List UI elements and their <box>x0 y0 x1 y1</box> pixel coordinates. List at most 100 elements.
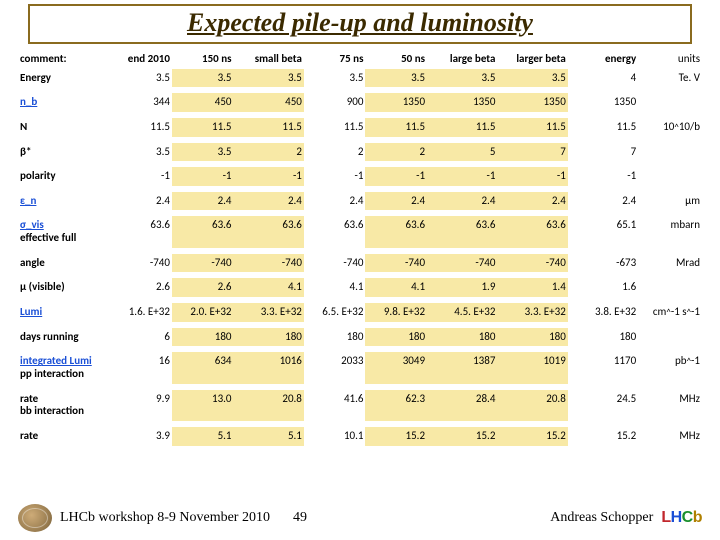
cell-value: 65.1 <box>568 216 638 247</box>
cell-value: 2.4 <box>497 192 567 211</box>
cell-value: -740 <box>365 254 427 273</box>
cell-value: 20.8 <box>234 390 304 421</box>
lhcb-logo-icon: LHCb <box>661 509 702 527</box>
cell-value: 13.0 <box>172 390 234 421</box>
cell-value: 15.2 <box>365 427 427 446</box>
col-75ns: 75 ns <box>304 50 366 69</box>
cell-value: 9.9 <box>110 390 172 421</box>
col-largebeta: large beta <box>427 50 497 69</box>
cell-value: 11.5 <box>234 118 304 137</box>
cell-unit: Te. V <box>638 69 702 88</box>
cell-value: 10.1 <box>304 427 366 446</box>
cell-value: 180 <box>365 328 427 347</box>
cell-value: 3.5 <box>427 69 497 88</box>
cell-unit: µm <box>638 192 702 211</box>
cell-value: 11.5 <box>497 118 567 137</box>
table-row: Lumi1.6. E+322.0. E+323.3. E+326.5. E+32… <box>18 303 702 322</box>
footer-page-number: 49 <box>293 510 307 526</box>
cell-unit: pb^-1 <box>638 352 702 383</box>
cell-value: 11.5 <box>304 118 366 137</box>
cell-value: -740 <box>304 254 366 273</box>
table-row: integrated Lumipp interaction16634101620… <box>18 352 702 383</box>
footer-author: Andreas Schopper <box>550 510 653 526</box>
cell-value: 3.5 <box>110 143 172 162</box>
cell-value: 3049 <box>365 352 427 383</box>
row-label: angle <box>18 254 110 273</box>
spacer-row <box>18 446 702 452</box>
cell-value: 180 <box>568 328 638 347</box>
footer: LHCb workshop 8-9 November 2010 49 Andre… <box>0 504 720 532</box>
cell-unit: MHz <box>638 390 702 421</box>
cell-value: 450 <box>234 93 304 112</box>
footer-left-text: LHCb workshop 8-9 November 2010 <box>60 510 270 526</box>
cell-value: -740 <box>234 254 304 273</box>
cell-value: 7 <box>497 143 567 162</box>
cell-value: 15.2 <box>568 427 638 446</box>
table-body: Energy3.53.53.53.53.53.53.54Te. Vn_b3444… <box>18 69 702 452</box>
cell-value: 634 <box>172 352 234 383</box>
cell-value: 1170 <box>568 352 638 383</box>
cell-value: 63.6 <box>172 216 234 247</box>
cell-value: 900 <box>304 93 366 112</box>
cell-value: 11.5 <box>568 118 638 137</box>
cell-value: 5 <box>427 143 497 162</box>
cell-value: 3.3. E+32 <box>497 303 567 322</box>
cell-unit: 10^10/b <box>638 118 702 137</box>
col-energy: energy <box>568 50 638 69</box>
cell-value: 2 <box>234 143 304 162</box>
col-150ns: 150 ns <box>172 50 234 69</box>
cell-value: 180 <box>304 328 366 347</box>
row-label: polarity <box>18 167 110 186</box>
row-label: µ (visible) <box>18 278 110 297</box>
cell-value: 180 <box>427 328 497 347</box>
footer-left: LHCb workshop 8-9 November 2010 49 <box>18 504 307 532</box>
table-row: β*3.53.5222577 <box>18 143 702 162</box>
table-row: angle-740-740-740-740-740-740-740-673Mra… <box>18 254 702 273</box>
cell-value: 63.6 <box>427 216 497 247</box>
table-row: N11.511.511.511.511.511.511.511.510^10/b <box>18 118 702 137</box>
cell-value: 2.6 <box>172 278 234 297</box>
cell-value: 11.5 <box>110 118 172 137</box>
cell-value: 1.9 <box>427 278 497 297</box>
cell-unit: MHz <box>638 427 702 446</box>
cell-value: 63.6 <box>234 216 304 247</box>
cell-value: -1 <box>568 167 638 186</box>
cell-value: -1 <box>427 167 497 186</box>
cell-value: 2.4 <box>172 192 234 211</box>
cell-value: 2.0. E+32 <box>172 303 234 322</box>
table-header-row: comment: end 2010 150 ns small beta 75 n… <box>18 50 702 69</box>
cell-value: 4.1 <box>304 278 366 297</box>
cell-value: 2.4 <box>365 192 427 211</box>
cell-value: -1 <box>497 167 567 186</box>
cell-value: 11.5 <box>427 118 497 137</box>
cell-value: 15.2 <box>497 427 567 446</box>
cell-value: 16 <box>110 352 172 383</box>
cell-value: 2.4 <box>304 192 366 211</box>
row-label: β* <box>18 143 110 162</box>
cell-value: 62.3 <box>365 390 427 421</box>
row-label: ε_n <box>18 192 110 211</box>
cell-value: 3.5 <box>172 69 234 88</box>
cell-value: 3.8. E+32 <box>568 303 638 322</box>
cell-value: 3.5 <box>172 143 234 162</box>
cell-value: 11.5 <box>365 118 427 137</box>
cell-value: 24.5 <box>568 390 638 421</box>
cell-value: 1350 <box>568 93 638 112</box>
cell-value: -1 <box>172 167 234 186</box>
row-label: σ_viseffective full <box>18 216 110 247</box>
cell-value: 3.5 <box>365 69 427 88</box>
cell-unit <box>638 278 702 297</box>
cell-value: 2.4 <box>234 192 304 211</box>
cell-value: 2 <box>365 143 427 162</box>
col-smallbeta: small beta <box>234 50 304 69</box>
cell-unit: cm^-1 s^-1 <box>638 303 702 322</box>
table-row: n_b3444504509001350135013501350 <box>18 93 702 112</box>
cell-value: 41.6 <box>304 390 366 421</box>
cell-value: 2.6 <box>110 278 172 297</box>
col-50ns: 50 ns <box>365 50 427 69</box>
cell-unit: Mrad <box>638 254 702 273</box>
cell-value: 2.4 <box>568 192 638 211</box>
cell-unit: mbarn <box>638 216 702 247</box>
cell-value: 1.6. E+32 <box>110 303 172 322</box>
cell-value: 63.6 <box>110 216 172 247</box>
